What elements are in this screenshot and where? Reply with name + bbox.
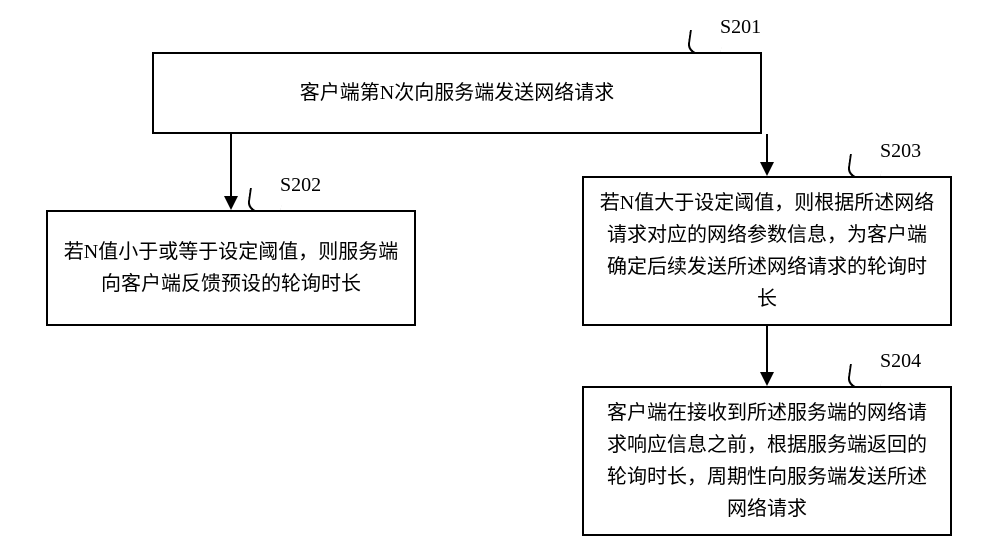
node-s201: 客户端第N次向服务端发送网络请求 xyxy=(152,52,762,134)
step-label-s203: S203 xyxy=(880,140,921,163)
step-label-s201: S201 xyxy=(720,16,761,39)
node-text-s204: 客户端在接收到所述服务端的网络请求响应信息之前，根据服务端返回的轮询时长，周期性… xyxy=(598,397,936,525)
step-label-s202: S202 xyxy=(280,174,321,197)
flowchart-canvas: { "diagram": { "type": "flowchart", "bac… xyxy=(0,0,1000,548)
node-s203: 若N值大于设定阈值，则根据所述网络请求对应的网络参数信息，为客户端确定后续发送所… xyxy=(582,176,952,326)
node-s204: 客户端在接收到所述服务端的网络请求响应信息之前，根据服务端返回的轮询时长，周期性… xyxy=(582,386,952,536)
node-text-s201: 客户端第N次向服务端发送网络请求 xyxy=(300,77,614,109)
node-text-s202: 若N值小于或等于设定阈值，则服务端向客户端反馈预设的轮询时长 xyxy=(62,236,400,300)
step-label-s204: S204 xyxy=(880,350,921,373)
node-text-s203: 若N值大于设定阈值，则根据所述网络请求对应的网络参数信息，为客户端确定后续发送所… xyxy=(598,187,936,315)
node-s202: 若N值小于或等于设定阈值，则服务端向客户端反馈预设的轮询时长 xyxy=(46,210,416,326)
